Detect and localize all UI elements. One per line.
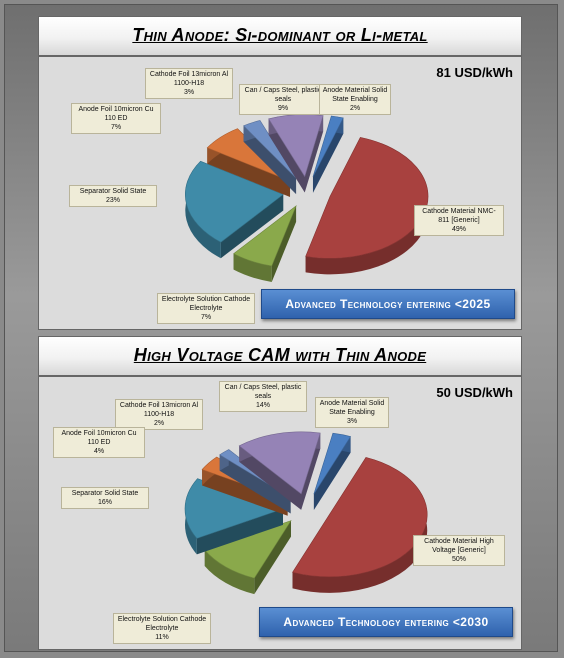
chart-1-total-cost: 81 USD/kWh xyxy=(436,65,513,80)
chart-1-slice-anode-material-solid-state-enabling xyxy=(312,115,344,193)
chart-2-label-cathode-material-text: Cathode Material High Voltage [Generic] xyxy=(424,538,494,554)
chart-2-slice-separator-solid-state xyxy=(184,478,284,555)
chart-1-slice-anode-foil-10micron-cu-110-ed xyxy=(206,128,291,197)
chart-2-title-bar: High Voltage CAM with Thin Anode xyxy=(38,336,522,376)
chart-2-label-separator-pct: 16% xyxy=(97,499,112,506)
chart-2-slice-can-caps-steel-plastic-seals xyxy=(238,431,321,510)
chart-2-label-electrolyte-pct: 11% xyxy=(155,634,169,641)
chart-2-label-electrolyte: Electrolyte Solution Cathode Electrolyte… xyxy=(113,613,211,644)
chart-2-slice-cathode-material-high-voltage-generic xyxy=(292,457,428,593)
chart-1-label-can-caps-text: Can / Caps Steel, plastic seals xyxy=(244,87,322,103)
chart-2-label-cathode-material: Cathode Material High Voltage [Generic] … xyxy=(413,535,505,566)
chart-1-label-anode-foil: Anode Foil 10micron Cu 110 ED 7% xyxy=(71,103,161,134)
chart-1-label-anode-material: Anode Material Solid State Enabling 2% xyxy=(319,84,391,115)
chart-2-label-anode-foil-pct: 4% xyxy=(93,448,105,455)
chart-2-label-cathode-foil: Cathode Foil 13micron Al 1100-H18 2% xyxy=(115,399,203,430)
chart-1-label-separator-pct: 23% xyxy=(105,197,120,204)
chart-2-panel: 50 USD/kWh Can / Caps Steel, plastic sea… xyxy=(38,376,522,650)
chart-2-label-cathode-material-pct: 50% xyxy=(451,556,466,563)
chart-1-title-bar: Thin Anode: Si-dominant or Li-metal xyxy=(38,16,522,56)
chart-2-label-cathode-foil-pct: 2% xyxy=(153,420,165,427)
chart-1-label-can-caps-pct: 9% xyxy=(277,105,289,112)
chart-1-label-cathode-foil-pct: 3% xyxy=(183,89,195,96)
chart-2-technology-banner: Advanced Technology entering <2030 xyxy=(259,607,513,637)
chart-1-slice-can-caps-steel-plastic-seals xyxy=(268,114,324,193)
chart-2-label-anode-foil: Anode Foil 10micron Cu 110 ED 4% xyxy=(53,427,145,458)
chart-1-label-can-caps: Can / Caps Steel, plastic seals 9% xyxy=(239,84,327,115)
chart-1-label-cathode-material: Cathode Material NMC-811 [Generic] 49% xyxy=(414,205,504,236)
chart-1-label-anode-material-text: Anode Material Solid State Enabling xyxy=(322,87,388,103)
chart-1-label-cathode-material-text: Cathode Material NMC-811 [Generic] xyxy=(422,208,496,224)
chart-2-pie xyxy=(184,431,428,595)
chart-1-pie xyxy=(184,114,429,282)
chart-2-label-separator-text: Separator Solid State xyxy=(71,490,139,497)
chart-1-technology-banner: Advanced Technology entering <2025 xyxy=(261,289,515,319)
chart-1-slice-cathode-material-nmc-811-generic xyxy=(305,137,429,275)
chart-1-label-separator-text: Separator Solid State xyxy=(79,188,147,195)
chart-2-label-electrolyte-text: Electrolyte Solution Cathode Electrolyte xyxy=(117,616,207,632)
chart-2-slice-anode-material-solid-state-enabling xyxy=(313,432,352,511)
chart-2-title: High Voltage CAM with Thin Anode xyxy=(133,345,427,365)
chart-1-label-separator: Separator Solid State 23% xyxy=(69,185,157,207)
chart-1-slice-electrolyte-solution-cathode-electrolyte xyxy=(233,204,297,282)
chart-2-label-anode-material-pct: 3% xyxy=(346,418,358,425)
chart-1-label-electrolyte: Electrolyte Solution Cathode Electrolyte… xyxy=(157,293,255,324)
chart-2-label-can-caps: Can / Caps Steel, plastic seals 14% xyxy=(219,381,307,412)
chart-1-label-anode-foil-text: Anode Foil 10micron Cu 110 ED xyxy=(78,106,154,122)
chart-1-title: Thin Anode: Si-dominant or Li-metal xyxy=(132,25,428,45)
chart-2-label-anode-material: Anode Material Solid State Enabling 3% xyxy=(315,397,389,428)
chart-1-label-electrolyte-text: Electrolyte Solution Cathode Electrolyte xyxy=(161,296,251,312)
chart-2-label-cathode-foil-text: Cathode Foil 13micron Al 1100-H18 xyxy=(119,402,199,418)
chart-1-label-anode-foil-pct: 7% xyxy=(110,124,122,131)
chart-1-panel: 81 USD/kWh Cathode Foil 13micron Al 1100… xyxy=(38,56,522,330)
chart-2-label-anode-foil-text: Anode Foil 10micron Cu 110 ED xyxy=(61,430,137,446)
chart-1-label-cathode-foil: Cathode Foil 13micron Al 1100-H18 3% xyxy=(145,68,233,99)
chart-1-label-anode-material-pct: 2% xyxy=(349,105,361,112)
chart-1-slice-cathode-foil-13micron-al-1100-h18 xyxy=(243,120,297,195)
chart-1-label-electrolyte-pct: 7% xyxy=(200,314,212,321)
chart-1-slice-separator-solid-state xyxy=(184,160,284,259)
chart-1-label-cathode-material-pct: 49% xyxy=(451,226,466,233)
chart-2-total-cost: 50 USD/kWh xyxy=(436,385,513,400)
chart-2-label-can-caps-text: Can / Caps Steel, plastic seals xyxy=(224,384,302,400)
chart-2-label-anode-material-text: Anode Material Solid State Enabling xyxy=(319,400,385,416)
chart-1-label-cathode-foil-text: Cathode Foil 13micron Al 1100-H18 xyxy=(149,71,229,87)
chart-2-label-separator: Separator Solid State 16% xyxy=(61,487,149,509)
chart-2-label-can-caps-pct: 14% xyxy=(255,402,270,409)
